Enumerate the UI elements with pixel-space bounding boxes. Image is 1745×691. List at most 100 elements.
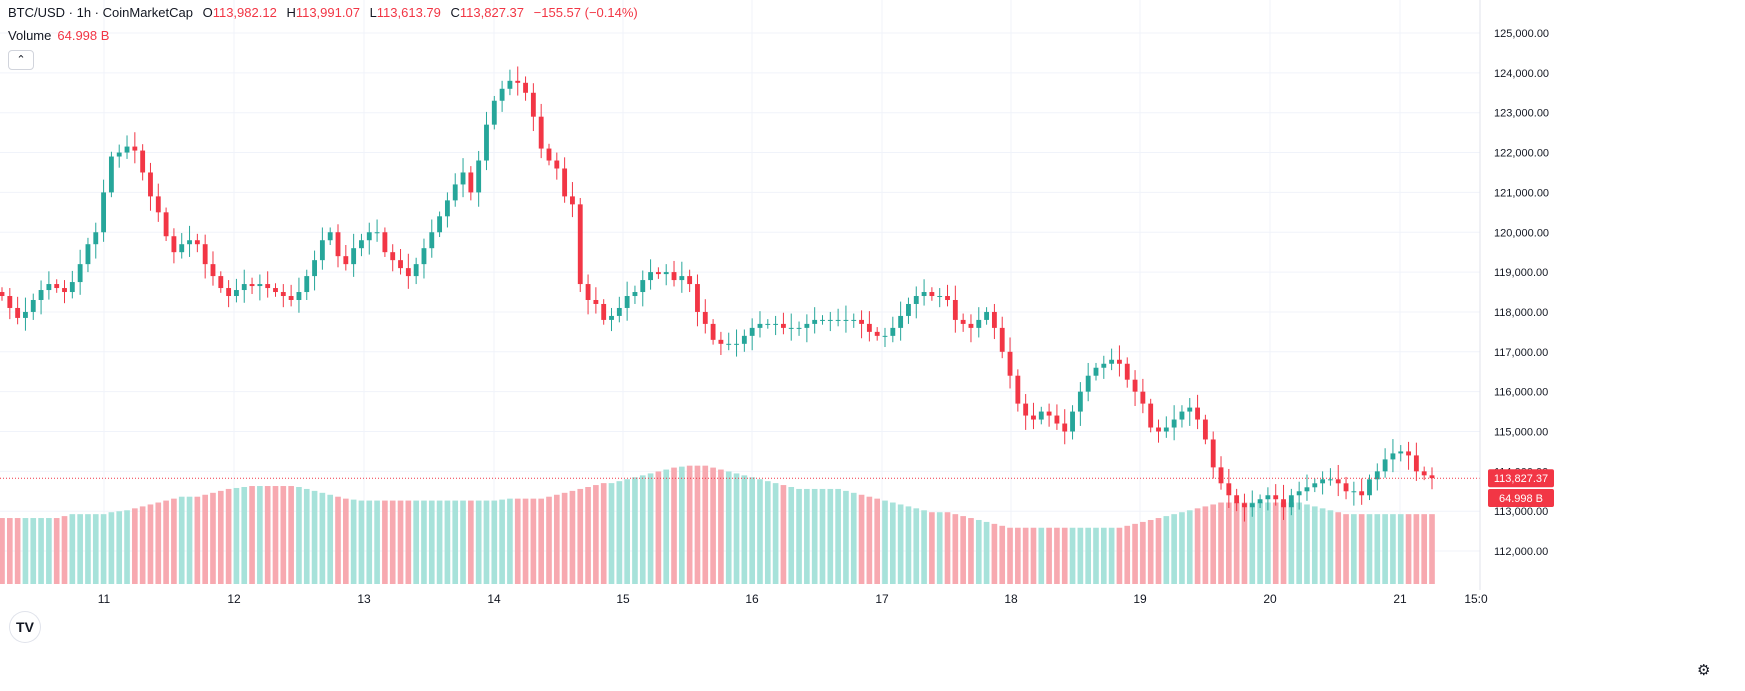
candle-body [327, 232, 333, 241]
volume-bar [835, 488, 841, 584]
candle-body [1398, 451, 1404, 454]
candle-body [882, 335, 888, 337]
candle-body [741, 335, 747, 344]
volume-bar [0, 518, 5, 584]
volume-bar [217, 490, 224, 584]
candle-body [116, 152, 122, 157]
collapse-legend-button[interactable]: ⌃ [8, 50, 34, 70]
volume-bar [983, 521, 990, 584]
candle-body [859, 319, 864, 324]
volume-bar [889, 502, 896, 584]
candle-body [1054, 415, 1060, 424]
candle-body [85, 244, 91, 265]
candle-body [351, 248, 357, 265]
candle-body [1296, 491, 1302, 496]
volume-bar [69, 514, 76, 584]
candle-body [1077, 391, 1083, 412]
volume-bar [147, 504, 154, 584]
volume-bar [639, 475, 646, 584]
volume-bar [1390, 514, 1396, 584]
candle-body [210, 264, 216, 277]
candle-body [1281, 499, 1286, 508]
candle-body [1327, 479, 1333, 481]
volume-bar [178, 496, 185, 584]
price-axis[interactable]: 125,000.00 124,000.00 123,000.00 122,000.00… [1479, 0, 1549, 590]
volume-bar [1140, 521, 1146, 584]
volume-bar [507, 498, 513, 584]
volume-bar [1429, 514, 1435, 584]
volume-bar [116, 511, 123, 584]
volume-bar [764, 481, 771, 584]
candle-body [616, 307, 622, 316]
candle-body [577, 204, 583, 285]
volume-bar [264, 486, 271, 584]
volume-bar [952, 514, 959, 584]
volume-bar [288, 486, 294, 584]
candle-body [1421, 471, 1427, 476]
volume-bar [1241, 502, 1248, 584]
y-tick-label: 122,000.00 [1494, 148, 1549, 160]
volume-bar [92, 514, 99, 584]
symbol-title[interactable]: BTC/USD · 1h · CoinMarketCap [8, 5, 193, 20]
volume-bar [335, 496, 341, 584]
volume-bar [514, 498, 521, 584]
open-label: O [202, 5, 213, 20]
volume-bar [530, 498, 537, 584]
candle-body [1046, 411, 1052, 416]
candle-body [765, 323, 771, 325]
candle-body [523, 82, 528, 93]
time-axis[interactable]: 11 12 13 14 15 16 17 18 19 20 21 15:0 [98, 592, 1488, 606]
candle-body [46, 284, 52, 291]
volume-bar [663, 469, 670, 584]
candle-body [93, 232, 99, 245]
candle-body [1304, 487, 1310, 492]
volume-bar [382, 500, 388, 584]
volume-label[interactable]: Volume [8, 28, 52, 43]
candle-body [1031, 415, 1036, 420]
candle-series [0, 66, 1435, 522]
volume-bar [374, 500, 380, 584]
volume-bar [600, 483, 607, 584]
volume-bar [241, 487, 248, 584]
volume-bar [38, 518, 44, 584]
candle-body [835, 319, 841, 321]
ohlc-legend: BTC/USD · 1h · CoinMarketCap O113,982.12… [8, 5, 638, 20]
last-volume-badge [1488, 489, 1554, 507]
volume-bar [569, 490, 576, 584]
y-tick-label: 117,000.00 [1494, 347, 1548, 359]
volume-bar [1179, 512, 1185, 584]
volume-bar [710, 467, 716, 584]
candle-body [163, 212, 169, 237]
candle-body [288, 296, 294, 300]
volume-bar [929, 512, 935, 584]
candle-body [1382, 459, 1388, 472]
volume-bar [1022, 527, 1029, 584]
candle-body [1023, 403, 1029, 416]
change-value: −155.57 (−0.14%) [533, 5, 638, 20]
candle-body [1265, 495, 1271, 500]
candle-body [374, 232, 380, 234]
volume-bar [655, 471, 662, 584]
candle-body [413, 264, 419, 277]
candle-body [687, 276, 693, 285]
gear-icon[interactable]: ⚙ [1697, 662, 1711, 679]
last-price-badge-text: 113,827.37 [1494, 473, 1548, 485]
candle-body [593, 299, 599, 304]
volume-bar [561, 492, 568, 584]
candle-body [249, 284, 255, 287]
y-tick-label: 124,000.00 [1494, 68, 1549, 80]
volume-bar [1147, 519, 1154, 584]
candle-body [1187, 407, 1193, 412]
candle-body [429, 232, 435, 249]
volume-bar [1226, 502, 1232, 584]
candle-body [1124, 363, 1130, 380]
candle-body [1163, 427, 1169, 432]
y-tick-label: 118,000.00 [1494, 307, 1548, 319]
volume-bar [843, 490, 849, 584]
volume-bar [804, 488, 810, 584]
volume-bar [671, 467, 677, 584]
candle-body [304, 276, 310, 293]
tradingview-logo[interactable]: TV [10, 612, 40, 642]
